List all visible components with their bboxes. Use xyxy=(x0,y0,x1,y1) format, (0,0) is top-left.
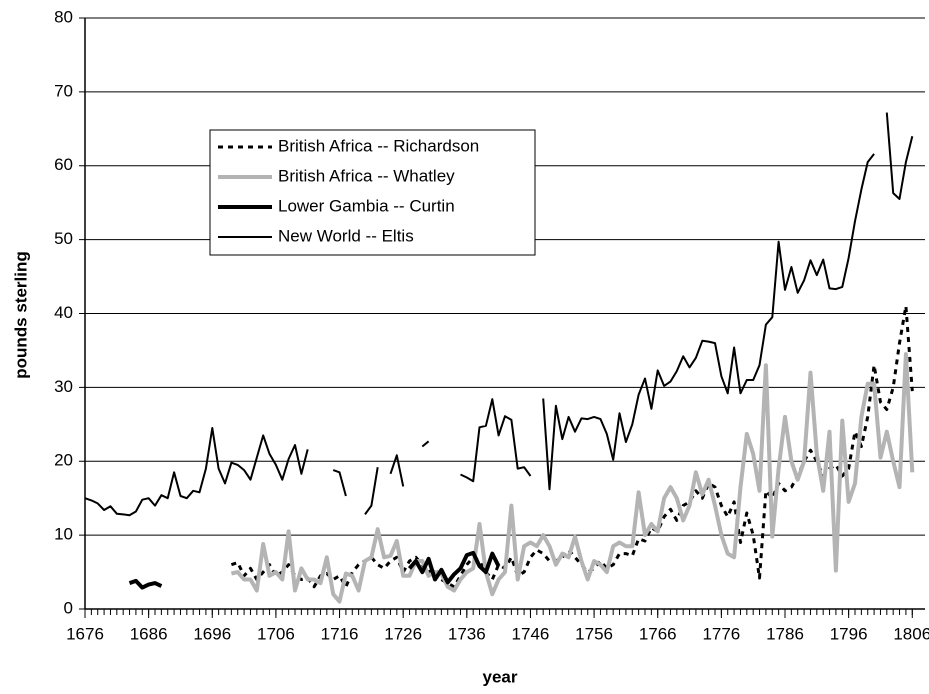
x-tick-label: 1706 xyxy=(257,624,295,643)
x-tick-label: 1806 xyxy=(893,624,929,643)
y-axis-title: pounds sterling xyxy=(11,251,30,379)
series-line xyxy=(128,550,501,590)
y-tick-label: 0 xyxy=(64,598,73,617)
legend-label: New World -- Eltis xyxy=(278,226,414,245)
y-tick-label: 60 xyxy=(54,155,73,174)
y-tick-label: 40 xyxy=(54,303,73,322)
y-tick-label: 30 xyxy=(54,377,73,396)
x-tick-label: 1676 xyxy=(66,624,104,643)
legend-label: British Africa -- Richardson xyxy=(278,136,479,155)
x-axis-title: year xyxy=(483,667,518,686)
y-tick-label: 20 xyxy=(54,451,73,470)
y-tick-label: 10 xyxy=(54,525,73,544)
x-tick-label: 1736 xyxy=(448,624,486,643)
legend-label: Lower Gambia -- Curtin xyxy=(278,196,455,215)
y-tick-label: 80 xyxy=(54,7,73,26)
x-tick-label: 1776 xyxy=(702,624,740,643)
legend-label: British Africa -- Whatley xyxy=(278,166,455,185)
x-tick-label: 1766 xyxy=(639,624,677,643)
x-tick-label: 1756 xyxy=(575,624,613,643)
x-tick-label: 1716 xyxy=(321,624,359,643)
x-tick-label: 1696 xyxy=(193,624,231,643)
x-tick-label: 1726 xyxy=(384,624,422,643)
x-tick-label: 1746 xyxy=(512,624,550,643)
series-line xyxy=(84,112,914,517)
y-tick-label: 70 xyxy=(54,81,73,100)
x-tick-label: 1686 xyxy=(130,624,168,643)
series-line xyxy=(230,352,915,604)
x-tick-label: 1796 xyxy=(830,624,868,643)
x-tick-label: 1786 xyxy=(766,624,804,643)
y-tick-label: 50 xyxy=(54,229,73,248)
legend-box xyxy=(209,129,536,256)
